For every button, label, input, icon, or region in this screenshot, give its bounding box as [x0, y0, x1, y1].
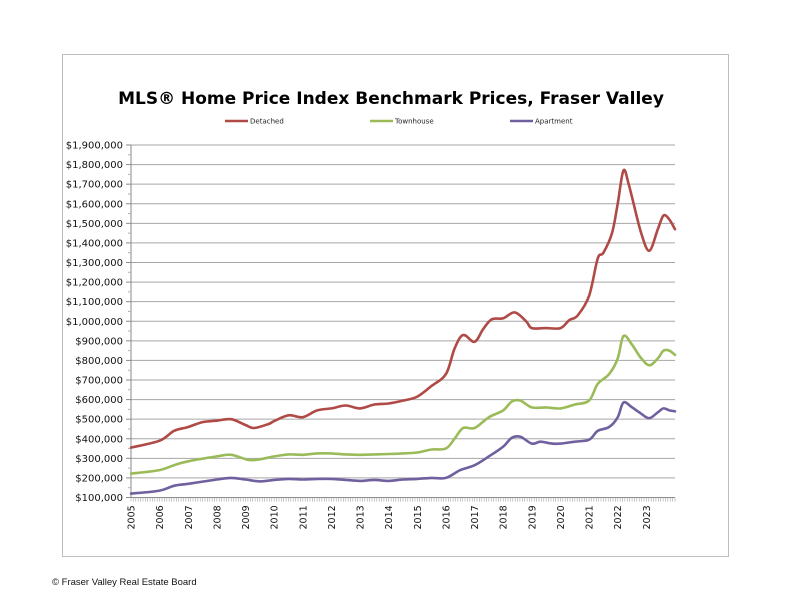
- x-tick-label: 2021: [585, 505, 596, 529]
- x-tick-label: 2006: [155, 505, 166, 529]
- chart-frame: [62, 54, 729, 557]
- legend-label-townhouse: Townhouse: [394, 118, 434, 126]
- legend-label-detached: Detached: [250, 118, 284, 126]
- y-tick-label: $200,000: [75, 473, 123, 484]
- y-tick-label: $1,500,000: [66, 219, 123, 230]
- x-tick-label: 2014: [384, 505, 395, 529]
- y-axis-ticks: $100,000 $200,000 $300,000 $400,000 $500,000…: [66, 141, 131, 504]
- y-tick-label: $1,700,000: [66, 180, 123, 191]
- y-tick-label: $900,000: [75, 336, 123, 347]
- x-tick-label: 2015: [413, 505, 424, 529]
- series-line-detached: [129, 168, 677, 449]
- y-tick-label: $1,300,000: [66, 258, 123, 269]
- x-tick-label: 2011: [298, 505, 309, 529]
- x-tick-label: 2013: [356, 505, 367, 529]
- gridlines: [131, 144, 675, 479]
- x-tick-label: 2008: [212, 505, 223, 529]
- y-tick-label: $700,000: [75, 376, 123, 387]
- x-tick-label: 2016: [441, 505, 452, 529]
- y-tick-label: $1,600,000: [66, 199, 123, 210]
- legend: Detached Townhouse Apartment: [225, 118, 573, 126]
- y-tick-label: $1,100,000: [66, 297, 123, 308]
- y-tick-label: $400,000: [75, 434, 123, 445]
- series-line-apartment: [129, 400, 677, 495]
- x-tick-label: 2005: [127, 505, 138, 529]
- y-tick-label: $1,900,000: [66, 141, 123, 152]
- series-line-townhouse: [129, 334, 677, 475]
- y-tick-label: $1,800,000: [66, 160, 123, 171]
- y-tick-label: $1,000,000: [66, 317, 123, 328]
- copyright-footer: © Fraser Valley Real Estate Board: [52, 577, 197, 588]
- x-tick-label: 2018: [499, 505, 510, 529]
- y-tick-label: $300,000: [75, 454, 123, 465]
- x-tick-label: 2012: [327, 505, 338, 529]
- x-tick-label: 2022: [613, 505, 624, 529]
- y-tick-label: $500,000: [75, 415, 123, 426]
- series-lines: [129, 168, 677, 495]
- x-tick-label: 2020: [556, 505, 567, 529]
- y-tick-label: $1,200,000: [66, 278, 123, 289]
- y-tick-label: $800,000: [75, 356, 123, 367]
- y-tick-label: $600,000: [75, 395, 123, 406]
- x-tick-label: 2009: [241, 505, 252, 529]
- y-tick-label: $1,400,000: [66, 238, 123, 249]
- x-tick-label: 2017: [470, 505, 481, 529]
- chart-title: MLS® Home Price Index Benchmark Prices, …: [118, 89, 664, 109]
- legend-label-apartment: Apartment: [535, 118, 573, 126]
- y-tick-label: $100,000: [75, 493, 123, 504]
- x-axis-ticks: 2005 2006 2007 2008 2009 2010 2011 2012 2013 2014…: [127, 497, 676, 530]
- x-tick-label: 2019: [527, 505, 538, 529]
- x-tick-label: 2010: [270, 505, 281, 529]
- x-tick-label: 2023: [642, 505, 653, 529]
- x-tick-label: 2007: [184, 505, 195, 529]
